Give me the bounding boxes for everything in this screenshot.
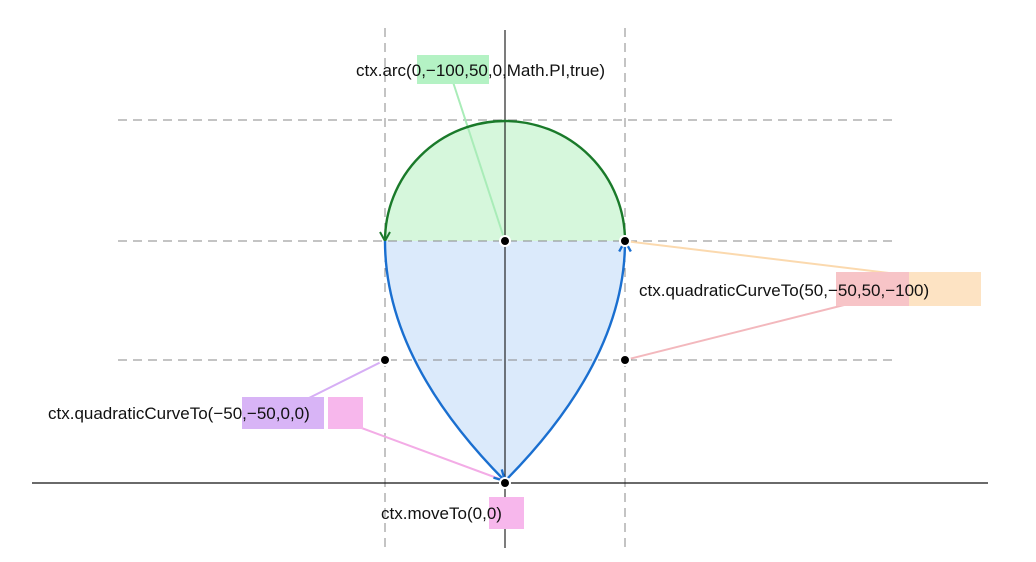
quadratic-curve-right (504, 241, 625, 482)
label-quad-right-text: ctx.quadraticCurveTo(50,−50,50,−100) (639, 281, 929, 300)
point-quad-right-end (619, 235, 631, 247)
label-arc-text: ctx.arc(0,−100,50,0,Math.PI,true) (356, 61, 605, 80)
point-quad-left-control (379, 354, 391, 366)
label-quad-right: ctx.quadraticCurveTo(50,−50,50,−100) (639, 272, 981, 306)
label-move-text: ctx.moveTo(0,0) (381, 504, 502, 523)
label-quad-left-text: ctx.quadraticCurveTo(−50,−50,0,0) (48, 404, 310, 423)
highlight-quad-left-control (242, 397, 324, 429)
leader-quad-left-end (339, 419, 506, 482)
point-origin (499, 477, 511, 489)
label-arc: ctx.arc(0,−100,50,0,Math.PI,true) (356, 55, 605, 84)
key-points (379, 235, 631, 489)
point-quad-right-control (619, 354, 631, 366)
label-quad-left: ctx.quadraticCurveTo(−50,−50,0,0) (48, 397, 363, 429)
highlight-arc-center (417, 55, 489, 84)
label-arc-center: 0,−100 (412, 61, 464, 80)
quadratic-curve-left (383, 240, 505, 481)
label-move: ctx.moveTo(0,0) (381, 497, 524, 529)
point-arc-center (499, 235, 511, 247)
highlight-quad-left-end (328, 397, 363, 429)
dashed-guides (118, 28, 892, 548)
highlight-move-point (489, 497, 524, 529)
leader-quad-right-control (624, 297, 873, 361)
arc-stroke (385, 119, 627, 241)
leader-arc-center (452, 81, 506, 242)
highlight-quad-right-end (909, 272, 981, 306)
highlight-quad-right-control (836, 272, 909, 306)
